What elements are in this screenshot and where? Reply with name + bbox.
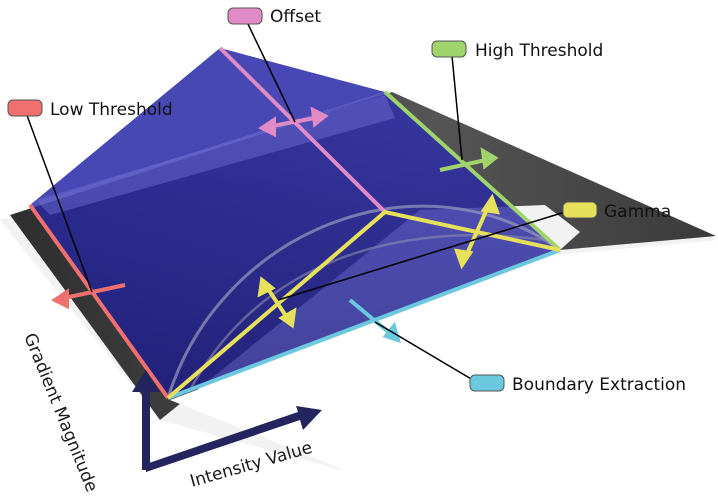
boundary-extraction-swatch bbox=[469, 374, 505, 392]
gamma-handle-left[interactable] bbox=[257, 276, 297, 329]
low-threshold-edge bbox=[28, 203, 170, 400]
gamma-label: Gamma bbox=[562, 201, 671, 222]
low-threshold-label: Low Threshold bbox=[7, 99, 173, 120]
gamma-curve-back bbox=[166, 204, 561, 399]
low-threshold-label-text: Low Threshold bbox=[50, 100, 173, 120]
gamma-swatch bbox=[562, 201, 598, 219]
gradient-magnitude-axis bbox=[132, 370, 160, 470]
high-threshold-swatch bbox=[431, 40, 467, 58]
gamma-label-text: Gamma bbox=[604, 202, 671, 222]
volume-top-face bbox=[30, 48, 385, 205]
offset-edge bbox=[218, 46, 387, 214]
gradient-magnitude-label: Gradient Magnitude bbox=[19, 330, 101, 495]
gamma-ridge bbox=[166, 209, 561, 400]
low-threshold-leader bbox=[24, 109, 93, 293]
boundary-extraction-label: Boundary Extraction bbox=[469, 374, 686, 395]
offset-swatch bbox=[227, 7, 263, 25]
high-threshold-label-text: High Threshold bbox=[475, 41, 603, 61]
boundary-extraction-label-text: Boundary Extraction bbox=[512, 375, 686, 395]
high-threshold-label: High Threshold bbox=[431, 40, 603, 61]
volume-front-face bbox=[30, 92, 560, 398]
high-threshold-edge bbox=[383, 90, 562, 252]
offset-handle[interactable] bbox=[258, 106, 329, 138]
high-threshold-handle[interactable] bbox=[439, 147, 499, 172]
boundary-extraction-leader bbox=[374, 321, 479, 384]
offset-leader bbox=[246, 21, 296, 123]
low-threshold-swatch bbox=[7, 99, 43, 117]
volume-highlight-band bbox=[36, 95, 395, 215]
high-threshold-leader bbox=[451, 55, 463, 161]
offset-label-text: Offset bbox=[270, 7, 321, 27]
low-threshold-handle[interactable] bbox=[51, 283, 126, 310]
gamma-handle-right[interactable] bbox=[453, 193, 501, 270]
intensity-value-axis bbox=[146, 406, 322, 472]
gamma-leader bbox=[277, 211, 566, 301]
boundary-extraction-edge bbox=[167, 248, 561, 400]
offset-label: Offset bbox=[227, 7, 321, 27]
